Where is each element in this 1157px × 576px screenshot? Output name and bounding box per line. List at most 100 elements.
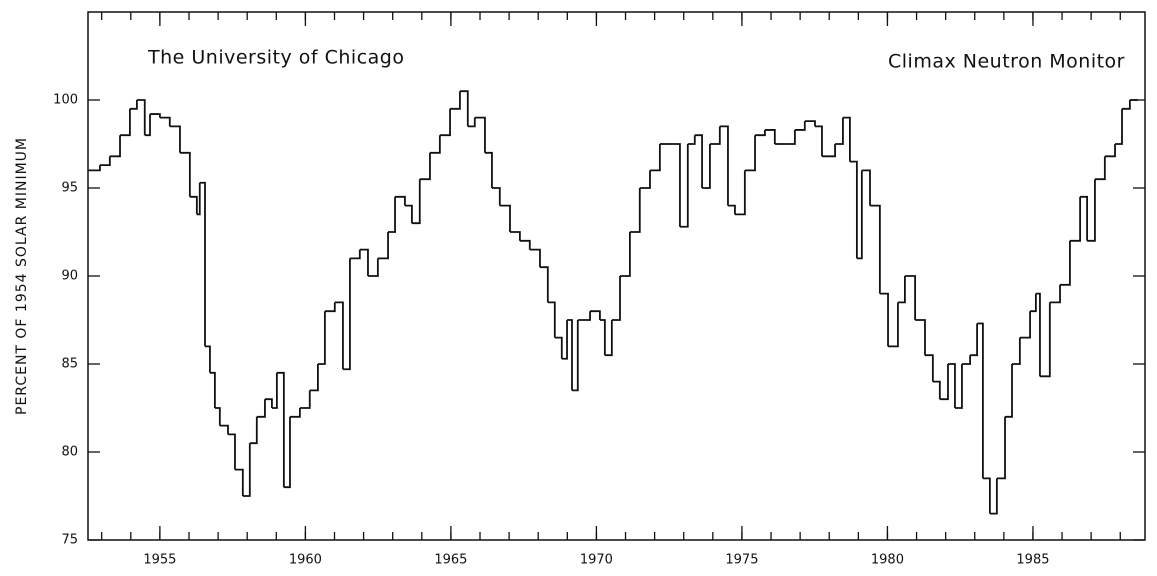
step-segment <box>989 478 998 515</box>
step-segment <box>599 319 606 356</box>
step-segment <box>179 151 191 197</box>
step-segment <box>499 204 511 232</box>
step-segment <box>474 116 486 153</box>
step-segment <box>159 116 171 127</box>
step-segment <box>849 160 858 259</box>
step-segment <box>904 275 916 320</box>
step-segment <box>804 120 816 127</box>
x-tick-label: 1965 <box>434 553 467 568</box>
step-segment <box>577 311 591 321</box>
step-segment <box>694 134 703 188</box>
step-segment <box>1030 293 1037 313</box>
step-segment <box>242 443 251 497</box>
step-segment <box>702 144 711 189</box>
step-segment <box>491 187 501 206</box>
step-segment <box>996 416 1006 480</box>
step-segment <box>1115 108 1123 145</box>
step-segment <box>561 320 568 360</box>
step-segment <box>977 322 984 479</box>
step-segment <box>109 135 121 158</box>
step-segment <box>604 320 613 357</box>
step-segment <box>1049 284 1061 304</box>
y-tick-label: 80 <box>61 445 78 460</box>
y-tick-label: 100 <box>53 93 78 108</box>
step-segment <box>271 372 278 409</box>
step-segment <box>227 433 236 470</box>
step-segment <box>144 114 151 137</box>
step-segment <box>709 126 721 145</box>
step-segment <box>249 416 258 445</box>
step-segment <box>835 117 844 145</box>
step-segment <box>1122 100 1131 110</box>
step-segment <box>136 99 146 136</box>
step-segment <box>539 266 549 303</box>
step-segment <box>970 323 978 357</box>
y-tick-label: 75 <box>61 533 78 548</box>
step-segment <box>367 258 379 277</box>
step-segment <box>629 188 641 233</box>
step-segment <box>954 364 963 409</box>
step-segment <box>120 108 131 137</box>
x-tick-label: 1975 <box>725 553 758 568</box>
x-tick-label: 1960 <box>289 553 322 568</box>
step-segment <box>439 108 451 137</box>
step-segment <box>459 90 469 127</box>
step-segment <box>888 302 899 348</box>
step-segment <box>264 398 273 408</box>
step-segment <box>764 129 776 144</box>
step-segment <box>234 468 244 496</box>
step-segment <box>947 363 956 408</box>
step-segment <box>324 302 336 313</box>
step-segment <box>196 182 201 216</box>
step-segment <box>1080 195 1088 241</box>
step-segment <box>388 196 396 233</box>
step-segment <box>1019 311 1031 339</box>
y-axis-label: PERCENT OF 1954 SOLAR MINIMUM <box>14 137 30 415</box>
step-segment <box>395 195 406 206</box>
step-segment <box>1069 196 1081 242</box>
step-segment <box>429 135 441 154</box>
step-segment <box>639 170 651 189</box>
step-segment <box>856 170 863 260</box>
step-segment <box>129 100 138 110</box>
step-segment <box>785 129 796 145</box>
step-segment <box>755 129 766 137</box>
step-segment <box>567 319 573 391</box>
step-segment <box>169 125 181 153</box>
step-segment <box>744 135 756 172</box>
step-segment <box>734 170 746 216</box>
step-segment <box>1012 337 1021 365</box>
y-tick-label: 90 <box>61 269 78 284</box>
step-segment <box>299 390 311 409</box>
step-segment <box>509 231 521 241</box>
step-segment <box>419 152 431 181</box>
step-segment <box>1060 240 1071 286</box>
step-segment <box>861 169 871 206</box>
step-segment <box>289 408 301 418</box>
step-segment <box>670 143 681 227</box>
step-segment <box>821 144 836 158</box>
step-segment <box>1005 364 1013 418</box>
step-segment <box>619 232 631 277</box>
step-segment <box>649 144 661 172</box>
x-tick-label: 1955 <box>143 553 176 568</box>
step-segment <box>317 311 326 365</box>
step-segment <box>611 276 621 321</box>
step-segment <box>939 364 949 401</box>
step-segment <box>961 355 971 365</box>
step-segment <box>814 125 823 157</box>
step-segment <box>679 144 689 228</box>
step-segment <box>932 380 941 400</box>
step-segment <box>1035 292 1041 377</box>
step-segment <box>204 345 211 373</box>
step-segment <box>334 301 344 370</box>
step-segment <box>842 116 851 162</box>
x-tick-label: 1970 <box>580 553 613 568</box>
step-segment <box>794 121 806 131</box>
step-segment <box>377 232 389 260</box>
step-segment <box>404 204 413 224</box>
step-segment <box>1094 156 1106 181</box>
step-segment <box>189 195 198 215</box>
step-segment <box>411 179 421 225</box>
